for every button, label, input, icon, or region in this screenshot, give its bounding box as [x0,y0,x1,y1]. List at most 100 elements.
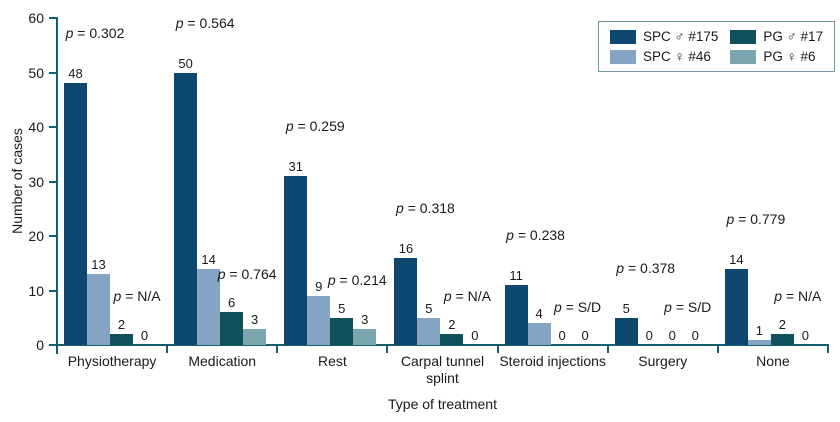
p-value-text: = 0.302 [73,25,125,42]
p-value-text: = 0.764 [225,266,277,283]
bar [284,176,308,345]
bar-value-label: 11 [509,268,523,284]
x-boundary-tick [496,346,499,353]
bar-value-label: 0 [645,328,653,343]
p-annotation-top: p = 0.564 [150,15,260,31]
category-label: Physiotherapy [67,353,157,369]
y-tick-label: 50 [28,64,44,81]
bar-value-label: 0 [668,328,676,343]
y-tick [49,71,56,74]
legend-item: PG ♀ #6 [730,49,823,64]
bar-value-label: 48 [68,66,83,82]
bar [770,334,794,345]
y-tick [49,344,56,346]
bar-value-label: 13 [91,257,106,273]
bar [394,257,418,345]
bar [417,317,441,345]
p-value-text: = 0.214 [335,271,387,288]
bar [64,83,87,345]
bar-value-label: 4 [535,306,543,322]
p-annotation-top: p = 0.259 [260,118,370,134]
bar [353,328,377,345]
p-annotation-bottom: p = N/A [82,288,192,304]
legend: SPC ♂ #175 PG ♂ #17 SPC ♀ #46 PG ♀ #6 [598,21,836,72]
p-symbol: p [285,118,294,135]
p-symbol: p [327,271,336,288]
p-value-text: = 0.238 [513,227,565,244]
bar-value-label: 3 [251,311,259,327]
bar [220,312,244,345]
bar-value-label: 9 [315,278,323,294]
legend-label: SPC ♂ #175 [643,29,719,44]
bar-value-label: 2 [448,317,456,333]
y-axis-line [56,17,58,354]
y-tick-label: 0 [36,337,44,353]
legend-swatch [610,49,636,64]
p-value-text: = N/A [782,288,822,305]
bar-value-label: 3 [361,311,369,327]
p-annotation-top: p = 0.779 [701,211,811,227]
p-annotation-top: p = 0.238 [481,227,591,243]
p-symbol: p [616,259,625,276]
legend-label: PG ♂ #17 [763,29,824,44]
y-tick [49,180,56,183]
bar-value-label: 50 [178,55,193,71]
x-boundary-tick [606,346,609,353]
x-boundary-tick [56,346,58,353]
y-tick-label: 30 [28,173,44,190]
p-annotation-bottom: p = 0.214 [302,272,412,288]
legend-label: PG ♀ #6 [763,49,816,64]
category-label: Medication [188,353,257,369]
legend-item: PG ♂ #17 [730,29,823,44]
y-tick-label: 40 [28,119,44,135]
bar [614,317,638,345]
p-value-text: = 0.564 [183,14,235,31]
bar [110,334,133,345]
bar-value-label: 0 [140,328,149,343]
legend-item: SPC ♀ #46 [610,49,718,64]
bar-value-label: 2 [117,317,126,333]
category-label: Carpal tunnel splint [400,353,485,386]
bar [724,268,748,345]
bar [504,285,528,345]
p-symbol: p [443,288,452,305]
p-value-text: = 0.378 [624,259,676,276]
category-label: Rest [317,353,347,369]
p-symbol: p [506,227,514,244]
p-symbol: p [554,299,562,315]
p-annotation-top: p = 0.378 [591,260,701,276]
p-symbol: p [217,266,226,283]
y-tick [49,289,56,292]
bar-value-label: 0 [581,328,589,343]
p-value-text: = N/A [451,288,491,305]
x-boundary-tick [827,346,829,353]
bar-value-label: 14 [201,251,216,267]
bar [330,317,354,345]
bar-value-label: 0 [801,328,809,343]
bar-value-label: 31 [288,159,304,175]
x-boundary-tick [276,346,279,353]
bar-value-label: 14 [729,251,744,267]
y-tick-label: 60 [28,10,44,26]
p-value-text: = N/A [121,288,161,305]
p-annotation-bottom: p = S/D [523,299,633,315]
bar [440,334,464,345]
p-symbol: p [175,14,184,31]
bar [747,339,771,345]
bar-value-label: 6 [228,295,236,311]
p-annotation-bottom: p = S/D [633,299,743,315]
x-boundary-tick [166,346,169,353]
p-value-text: = S/D [561,299,602,315]
legend-item: SPC ♂ #175 [610,29,718,44]
legend-label: SPC ♀ #46 [643,49,711,64]
category-label: Surgery [638,353,688,369]
bar [243,328,267,345]
p-symbol: p [664,299,672,315]
p-annotation-top: p = 0.318 [370,200,480,216]
bar-value-label: 0 [691,328,699,343]
p-value-text: = S/D [671,299,712,315]
bar-value-label: 5 [338,300,346,316]
p-value-text: = 0.318 [403,199,455,216]
bar [87,274,110,345]
bar [174,72,198,345]
